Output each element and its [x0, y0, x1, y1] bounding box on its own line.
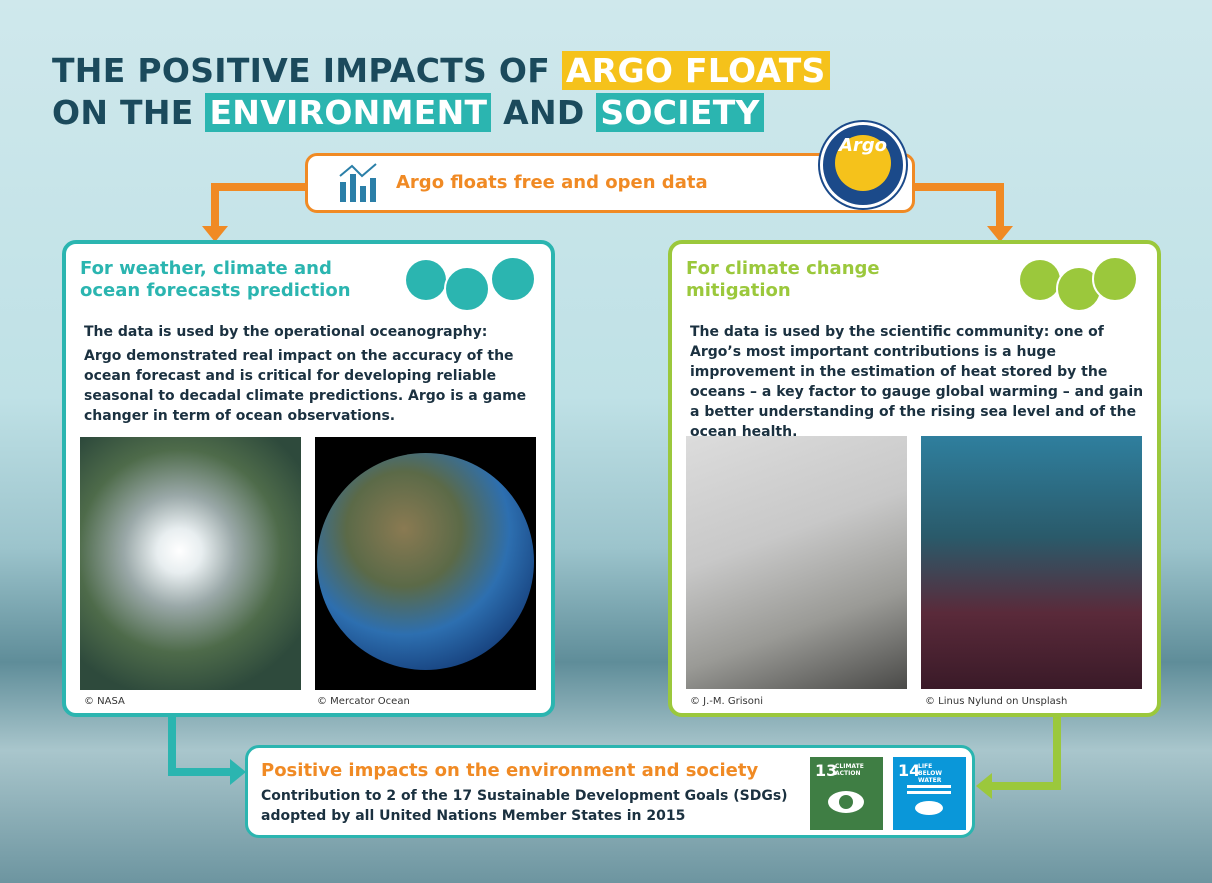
right-panel: For climate change mitigation The data i…: [668, 240, 1161, 717]
arrow-teal: [168, 715, 232, 776]
arrowhead: [230, 759, 246, 785]
sdg-label: LIFE BELOW WATER: [918, 763, 942, 784]
wave-photo: [686, 436, 907, 689]
arrowhead: [202, 226, 228, 242]
photo-credit: © Linus Nylund on Unsplash: [925, 696, 1068, 707]
logo-text: Argo: [838, 135, 888, 156]
panel-heading: For weather, climate and ocean forecasts…: [80, 258, 351, 301]
panel-body: Argo demonstrated real impact on the acc…: [84, 348, 527, 424]
title-highlight: SOCIETY: [596, 93, 764, 132]
panel-lead: The data is used by the operational ocea…: [84, 324, 488, 340]
title-text: AND: [503, 93, 585, 132]
panel-body: The data is used by the scientific commu…: [690, 324, 1144, 440]
chart-icon: [339, 163, 377, 202]
arrowhead: [987, 226, 1013, 242]
photo-credit: © Mercator Ocean: [317, 696, 410, 707]
arrow-right: [915, 183, 1004, 228]
impact-box: Positive impacts on the environment and …: [245, 745, 975, 838]
photo-credit: © J.-M. Grisoni: [690, 696, 763, 707]
weather-icons: [406, 256, 536, 312]
argo-logo: Argo: [820, 122, 906, 208]
panel-heading: For climate change mitigation: [686, 258, 880, 301]
arrow-green: [990, 717, 1061, 790]
sea-life-photo: [921, 436, 1142, 689]
title-highlight: ENVIRONMENT: [205, 93, 492, 132]
sdg-number: 14: [898, 761, 921, 780]
impact-heading: Positive impacts on the environment and …: [261, 760, 759, 781]
arrow-left: [211, 183, 305, 228]
arrowhead: [976, 773, 992, 799]
impact-body: Contribution to 2 of the 17 Sustainable …: [261, 788, 788, 824]
source-box: Argo floats free and open data: [305, 153, 915, 213]
left-panel: For weather, climate and ocean forecasts…: [62, 240, 555, 717]
sdg-label: CLIMATE ACTION: [835, 763, 864, 777]
photo-credit: © NASA: [84, 696, 125, 707]
title-highlight: ARGO FLOATS: [561, 51, 830, 90]
main-title: THE POSITIVE IMPACTS OF ARGO FLOATS ON T…: [52, 50, 830, 134]
globe-photo: [315, 437, 536, 690]
sdg-14: 14 LIFE BELOW WATER: [893, 757, 966, 830]
climate-icons: [1020, 256, 1140, 312]
sdg-number: 13: [815, 761, 838, 780]
title-text: THE POSITIVE IMPACTS OF: [52, 51, 551, 90]
hurricane-photo: [80, 437, 301, 690]
source-text: Argo floats free and open data: [396, 172, 708, 193]
title-text: ON THE: [52, 93, 194, 132]
sdg-13: 13 CLIMATE ACTION: [810, 757, 883, 830]
